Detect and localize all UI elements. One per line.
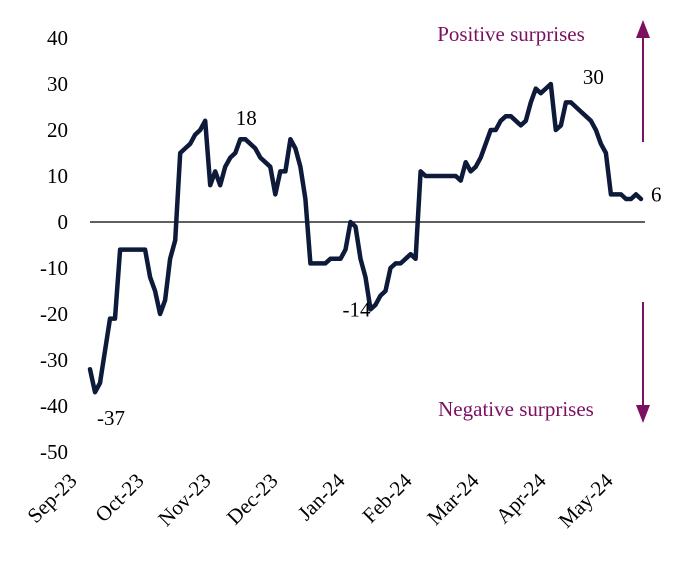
x-tick-label: Mar-24 [422,468,484,530]
x-tick-label: Dec-23 [222,469,283,530]
y-axis: 40 30 20 10 0 -10 -20 -30 -40 -50 [40,26,68,464]
data-label: -37 [97,406,125,430]
y-tick-label: -50 [40,440,68,464]
y-tick-label: -40 [40,394,68,418]
data-label: 6 [651,182,662,206]
positive-surprises-label: Positive surprises [437,22,585,46]
x-tick-label: Oct-23 [90,469,148,527]
x-tick-label: Feb-24 [357,468,416,527]
negative-surprises-label: Negative surprises [438,397,594,421]
data-label: -14 [342,297,370,321]
y-tick-label: 40 [47,26,68,50]
down-arrow-icon [636,302,650,423]
series-line [87,81,644,395]
data-labels: -37 18 -14 30 6 [97,65,661,430]
y-tick-label: 0 [58,210,69,234]
y-tick-label: -10 [40,256,68,280]
x-tick-label: Sep-23 [22,469,81,528]
x-tick-label: Apr-24 [491,468,551,528]
y-tick-label: -30 [40,348,68,372]
y-tick-label: 20 [47,118,68,142]
data-label: 18 [236,106,257,130]
x-tick-label: Jan-24 [293,468,350,525]
x-axis-tick-labels: Sep-23 Oct-23 Nov-23 Dec-23 Jan-24 Feb-24 Mar-… [22,468,617,532]
data-label: 30 [583,65,604,89]
y-tick-label: -20 [40,302,68,326]
y-tick-label: 10 [47,164,68,188]
x-tick-label: May-24 [554,468,618,532]
up-arrow-icon [636,20,650,142]
y-tick-label: 30 [47,72,68,96]
x-tick-label: Nov-23 [153,469,215,531]
